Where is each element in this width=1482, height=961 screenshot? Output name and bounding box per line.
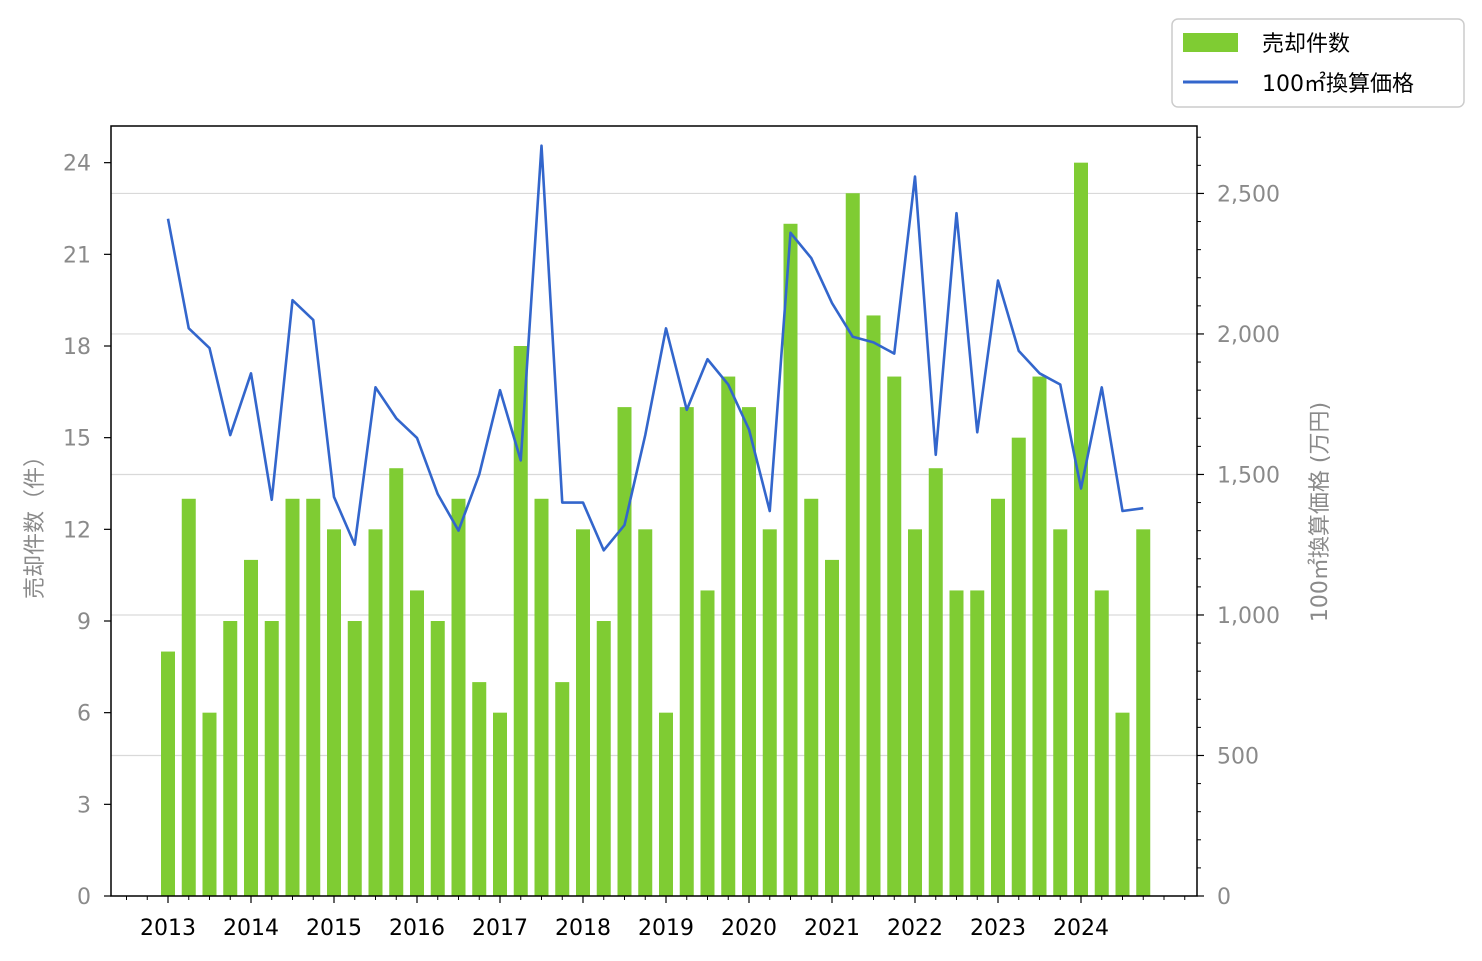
bar (327, 529, 341, 896)
y-tick-label: 15 (63, 427, 91, 452)
bar (1011, 437, 1026, 896)
bar (991, 498, 1005, 896)
x-tick-label: 2022 (887, 916, 943, 941)
bar (534, 498, 549, 896)
bar (1094, 590, 1109, 896)
bar (223, 621, 238, 896)
bar (513, 346, 528, 896)
legend-label-line: 100㎡換算価格 (1262, 71, 1414, 97)
y-axis-title: 売却件数（件） (23, 445, 48, 599)
y-tick-label: 0 (77, 885, 91, 910)
bar (721, 376, 736, 896)
x-tick-label: 2016 (389, 916, 445, 941)
bar (596, 621, 611, 896)
x-tick-label: 2023 (970, 916, 1026, 941)
y-tick-label: 12 (63, 518, 91, 543)
bar (783, 223, 798, 896)
y2-tick-label: 500 (1217, 744, 1259, 769)
axes: 0 3 6 9 12 15 18 21 24 0 500 1,000 1,500 2,000 2,500 20… (63, 136, 1280, 941)
x-tick-label: 2018 (555, 916, 611, 941)
x-tick-label: 2013 (140, 916, 196, 941)
x-tick-label: 2020 (721, 916, 777, 941)
bar (389, 468, 404, 896)
bar (908, 529, 922, 896)
x-tick-label: 2021 (804, 916, 860, 941)
bar (285, 498, 300, 896)
bar (472, 682, 487, 896)
bar (347, 621, 362, 896)
bar (700, 590, 715, 896)
bar (576, 529, 590, 896)
bar (202, 712, 217, 896)
y2-tick-label: 1,000 (1217, 604, 1280, 629)
bar (638, 529, 653, 896)
plot-frame (110, 125, 1198, 897)
bar (451, 498, 466, 896)
bar (244, 559, 258, 896)
legend-bar-swatch (1183, 33, 1238, 52)
bar (1032, 376, 1047, 896)
x-tick-label: 2024 (1053, 916, 1109, 941)
x-tick-label: 2017 (472, 916, 528, 941)
y-tick-label: 6 (77, 702, 91, 727)
bar (161, 651, 175, 896)
bar (845, 193, 860, 896)
y2-axis-title: 100㎡換算価格 (万円) (1307, 402, 1333, 622)
bar (1074, 162, 1088, 896)
y2-tick-label: 1,500 (1217, 463, 1280, 488)
bar (742, 407, 756, 896)
bar (181, 498, 196, 896)
bar (306, 498, 321, 896)
bar (949, 590, 964, 896)
bar (1136, 529, 1151, 896)
bar (970, 590, 985, 896)
x-tick-label: 2019 (638, 916, 694, 941)
bar (555, 682, 570, 896)
legend-box (1171, 18, 1465, 108)
y-tick-label: 3 (77, 793, 91, 818)
y-tick-label: 21 (63, 243, 91, 268)
bar (368, 529, 383, 896)
bar (659, 712, 673, 896)
bar (617, 407, 632, 896)
y2-tick-label: 0 (1217, 885, 1231, 910)
bar (887, 376, 902, 896)
bar (679, 407, 694, 896)
bar (866, 315, 881, 896)
price-line (166, 144, 1144, 552)
legend: 売却件数 100㎡換算価格 (1171, 18, 1465, 108)
bar (762, 529, 777, 896)
y-tick-label: 18 (63, 335, 91, 360)
line-series (166, 144, 1144, 552)
y2-tick-label: 2,500 (1217, 182, 1280, 207)
bar (1115, 712, 1130, 896)
bar (928, 468, 943, 896)
y-tick-label: 9 (77, 610, 91, 635)
bar (825, 559, 839, 896)
bar (264, 621, 279, 896)
legend-label-bar: 売却件数 (1262, 32, 1350, 57)
bar-series (161, 162, 1151, 896)
x-tick-label: 2015 (306, 916, 362, 941)
bar (804, 498, 819, 896)
y-tick-label: 24 (63, 152, 91, 177)
bar (410, 590, 424, 896)
x-tick-label: 2014 (223, 916, 279, 941)
bar (1053, 529, 1068, 896)
y2-tick-label: 2,000 (1217, 323, 1280, 348)
bar (493, 712, 507, 896)
bar (430, 621, 445, 896)
